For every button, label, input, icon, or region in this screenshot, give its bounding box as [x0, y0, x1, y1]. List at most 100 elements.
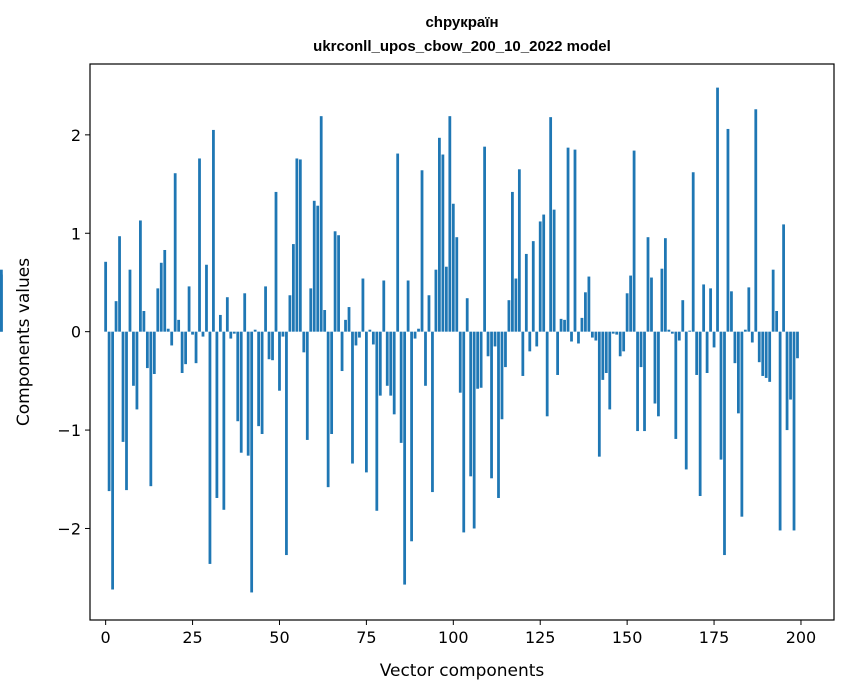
bar	[483, 146, 486, 332]
bar	[264, 286, 267, 332]
bar	[403, 331, 407, 585]
bar	[597, 331, 601, 457]
bar	[573, 149, 577, 332]
bar	[514, 278, 518, 332]
bar	[702, 284, 706, 332]
bar	[629, 275, 633, 332]
bar	[246, 331, 250, 456]
bar	[587, 276, 591, 332]
bar	[385, 331, 389, 386]
bar	[778, 331, 782, 531]
bar	[434, 269, 438, 332]
bar	[549, 117, 553, 332]
bar	[792, 331, 796, 531]
bar	[517, 169, 521, 332]
bar	[288, 295, 292, 332]
bar	[500, 331, 504, 420]
bar	[215, 331, 219, 498]
bar	[691, 172, 695, 332]
bar	[392, 331, 396, 415]
bar	[410, 331, 413, 542]
bar	[465, 298, 469, 332]
bar	[584, 292, 587, 332]
bar	[733, 331, 737, 364]
bar	[173, 173, 177, 332]
bar	[611, 331, 615, 334]
bar	[118, 236, 121, 332]
bar	[198, 158, 201, 332]
bar	[312, 200, 316, 332]
bar	[570, 331, 573, 342]
bar	[274, 191, 278, 332]
bar	[768, 331, 772, 382]
bar	[545, 331, 549, 417]
bar	[743, 329, 747, 332]
bar	[556, 331, 559, 375]
x-tick-label: 175	[699, 628, 730, 647]
bar	[490, 331, 493, 479]
x-tick-label: 125	[525, 628, 556, 647]
bar	[521, 331, 525, 376]
bar	[601, 331, 605, 380]
bar	[132, 331, 135, 386]
bar	[479, 331, 483, 388]
bar	[121, 331, 125, 442]
bar	[559, 318, 563, 332]
bar	[424, 331, 427, 386]
bar	[420, 170, 424, 332]
bar	[785, 331, 789, 431]
bar	[542, 214, 546, 332]
bar	[750, 331, 754, 343]
bar	[323, 310, 327, 332]
plot-frame	[89, 63, 835, 621]
bar	[531, 241, 535, 332]
bar	[604, 331, 608, 373]
bar	[712, 331, 716, 348]
bar	[177, 319, 181, 332]
x-axis-ticks: 0 25 50 75 100 125 150 175 200	[101, 620, 816, 647]
bar	[417, 328, 420, 332]
bar	[396, 153, 400, 332]
bar	[128, 269, 132, 332]
bar	[782, 224, 785, 332]
bar	[180, 331, 184, 373]
bar	[378, 331, 382, 396]
bar	[104, 261, 108, 332]
bar	[674, 331, 678, 439]
bar	[142, 311, 146, 332]
bar	[250, 331, 254, 593]
bar	[243, 293, 247, 332]
bar	[493, 331, 497, 347]
bar	[636, 331, 639, 432]
bar	[764, 331, 768, 378]
bar	[747, 287, 751, 332]
bar	[111, 331, 114, 590]
bar	[462, 331, 466, 533]
bar	[486, 331, 490, 357]
bar	[170, 331, 174, 346]
bar	[107, 331, 111, 492]
bar	[730, 291, 733, 332]
bar	[135, 331, 139, 410]
bar	[114, 301, 118, 332]
bar	[267, 331, 271, 360]
bar	[351, 331, 354, 464]
bar	[723, 331, 726, 556]
bar	[670, 331, 674, 334]
bar	[737, 331, 740, 414]
y-tick-label: −2	[57, 519, 81, 538]
bar	[326, 331, 330, 488]
bar	[719, 331, 723, 460]
bar	[389, 331, 393, 396]
bar	[295, 158, 299, 332]
bar	[632, 150, 636, 332]
bar	[344, 319, 347, 332]
bar	[451, 203, 455, 332]
chart-title: chрукраїн	[425, 14, 498, 31]
bar	[441, 154, 445, 332]
bar	[347, 307, 351, 332]
bar	[639, 331, 643, 368]
bar	[698, 331, 702, 497]
x-tick-label: 25	[182, 628, 202, 647]
bar	[538, 221, 542, 332]
